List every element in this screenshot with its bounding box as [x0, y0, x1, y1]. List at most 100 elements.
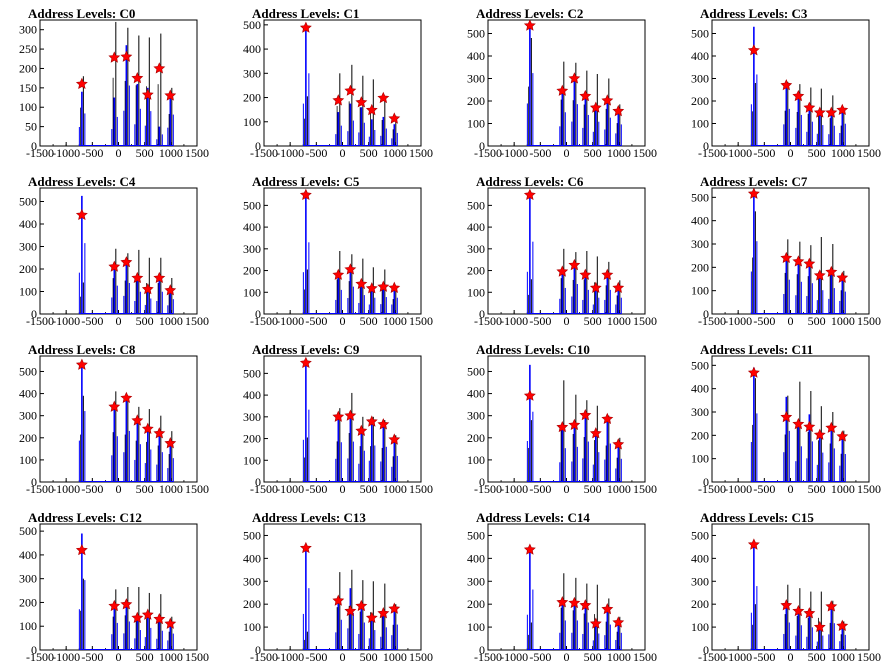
- peak-marker: [747, 538, 760, 550]
- peak-marker: [120, 598, 133, 610]
- chart-panel: Address Levels: C5 -1500 -1000 -500 0 500 1000…: [224, 168, 448, 336]
- x-tick-label: 0: [564, 482, 570, 496]
- x-tick-label: 1000: [831, 314, 855, 328]
- chart-plot: -1500-1000 -500 0 500 1000 1500 0 100 200 300 400 5…: [691, 187, 881, 328]
- peak-marker: [164, 89, 177, 101]
- y-tick-label: 100: [467, 620, 485, 634]
- y-tick-label: 100: [19, 453, 37, 467]
- y-tick-label: 0: [479, 139, 485, 153]
- y-tick-label: 200: [467, 431, 485, 445]
- x-tick-label: -1000: [500, 146, 528, 160]
- y-tick-label: 300: [19, 23, 37, 37]
- plot-frame: [263, 187, 422, 315]
- chart-plot: -1500-1000 -500 0 500 1000 1500 0 100 200 300 400 5…: [243, 523, 433, 664]
- chart-panel: Address Levels: C6 -1500 -1000 -500 0 500 1000…: [448, 168, 672, 336]
- x-tick-label: 0: [564, 314, 570, 328]
- x-tick-label: 1500: [857, 314, 881, 328]
- x-tick-label: -1500: [250, 314, 278, 328]
- x-tick-label: 1500: [857, 650, 881, 664]
- plot-frame: [487, 523, 646, 651]
- peak-marker: [825, 600, 838, 612]
- chart-title: Address Levels: C15: [700, 510, 814, 525]
- chart-panel: Address Levels: C8 -1500 -1000 -500 0 500 1000…: [0, 336, 224, 504]
- x-tick-label: -1500: [26, 482, 54, 496]
- peak-marker: [131, 71, 144, 84]
- peak-marker: [131, 271, 144, 283]
- x-tick-label: -1000: [52, 482, 80, 496]
- x-tick-label: -500: [305, 146, 327, 160]
- x-tick-label: 500: [808, 146, 826, 160]
- peak-marker: [803, 420, 816, 433]
- y-tick-label: 300: [243, 66, 261, 80]
- y-tick-label: 400: [19, 217, 37, 231]
- y-tick-label: 500: [243, 198, 261, 212]
- y-tick-label: 500: [19, 524, 37, 538]
- x-tick-label: -500: [529, 314, 551, 328]
- peak-marker: [299, 21, 312, 33]
- peak-marker: [803, 101, 816, 113]
- x-tick-label: -500: [753, 650, 775, 664]
- y-tick-label: 0: [255, 139, 261, 153]
- chart-title: Address Levels: C11: [700, 342, 814, 357]
- x-tick-label: -1500: [26, 314, 54, 328]
- peak-marker: [568, 418, 581, 430]
- x-tick-label: -1500: [698, 650, 726, 664]
- peak-marker: [556, 420, 569, 433]
- x-tick-label: -1000: [724, 146, 752, 160]
- peak-marker: [332, 594, 345, 606]
- x-tick-label: -1000: [52, 650, 80, 664]
- y-tick-label: 0: [255, 643, 261, 657]
- chart-panel: Address Levels: C10 -1500 -1000 -500 0 500 100…: [448, 336, 672, 504]
- y-tick-label: 100: [243, 285, 261, 299]
- chart-plot: -1500-1000 -500 0 500 1000 1500 0 100 200 300 400 5…: [691, 19, 881, 160]
- peak-marker: [164, 617, 177, 629]
- y-tick-label: 200: [19, 595, 37, 609]
- y-tick-label: 100: [243, 115, 261, 129]
- y-tick-label: 300: [691, 405, 709, 419]
- x-tick-label: 1000: [159, 482, 183, 496]
- chart-plot: -1500-1000 -500 0 500 1000 1500 0 100 200 300 400 5…: [467, 355, 657, 496]
- peak-marker: [75, 208, 88, 220]
- y-tick-label: 100: [467, 285, 485, 299]
- peak-marker: [813, 428, 826, 440]
- peak-marker: [747, 187, 760, 199]
- y-tick-label: 400: [691, 382, 709, 396]
- peak-marker: [299, 188, 312, 200]
- peak-marker: [153, 271, 166, 283]
- plot-frame: [39, 523, 198, 651]
- x-tick-label: 1500: [185, 314, 209, 328]
- peak-marker: [601, 94, 614, 106]
- y-tick-label: 300: [691, 237, 709, 251]
- peak-marker: [365, 282, 378, 294]
- x-tick-label: 1000: [607, 482, 631, 496]
- y-tick-label: 400: [243, 388, 261, 402]
- y-tick-label: 400: [691, 214, 709, 228]
- peak-marker: [164, 284, 177, 296]
- y-tick-label: 300: [467, 574, 485, 588]
- x-tick-label: 1500: [409, 482, 433, 496]
- chart-title: Address Levels: C13: [252, 510, 366, 525]
- x-tick-label: 1500: [185, 650, 209, 664]
- peak-marker: [589, 617, 602, 629]
- peak-marker: [747, 44, 760, 56]
- peak-marker: [556, 265, 569, 277]
- y-tick-label: 200: [243, 597, 261, 611]
- y-tick-label: 0: [255, 475, 261, 489]
- chart-title: Address Levels: C7: [700, 174, 808, 189]
- y-tick-label: 400: [467, 49, 485, 63]
- x-tick-label: 1000: [383, 314, 407, 328]
- peak-marker: [836, 619, 849, 631]
- peak-marker: [612, 281, 625, 293]
- chart-title: Address Levels: C10: [476, 342, 590, 357]
- peak-marker: [131, 611, 144, 624]
- x-tick-label: -1500: [250, 482, 278, 496]
- x-tick-label: 1500: [409, 650, 433, 664]
- x-tick-label: -1500: [474, 146, 502, 160]
- y-tick-label: 400: [691, 49, 709, 63]
- y-tick-label: 300: [691, 72, 709, 86]
- x-tick-label: 0: [788, 650, 794, 664]
- peak-marker: [803, 607, 816, 619]
- x-tick-label: -1000: [52, 314, 80, 328]
- peak-marker: [332, 268, 345, 280]
- x-tick-label: -500: [81, 650, 103, 664]
